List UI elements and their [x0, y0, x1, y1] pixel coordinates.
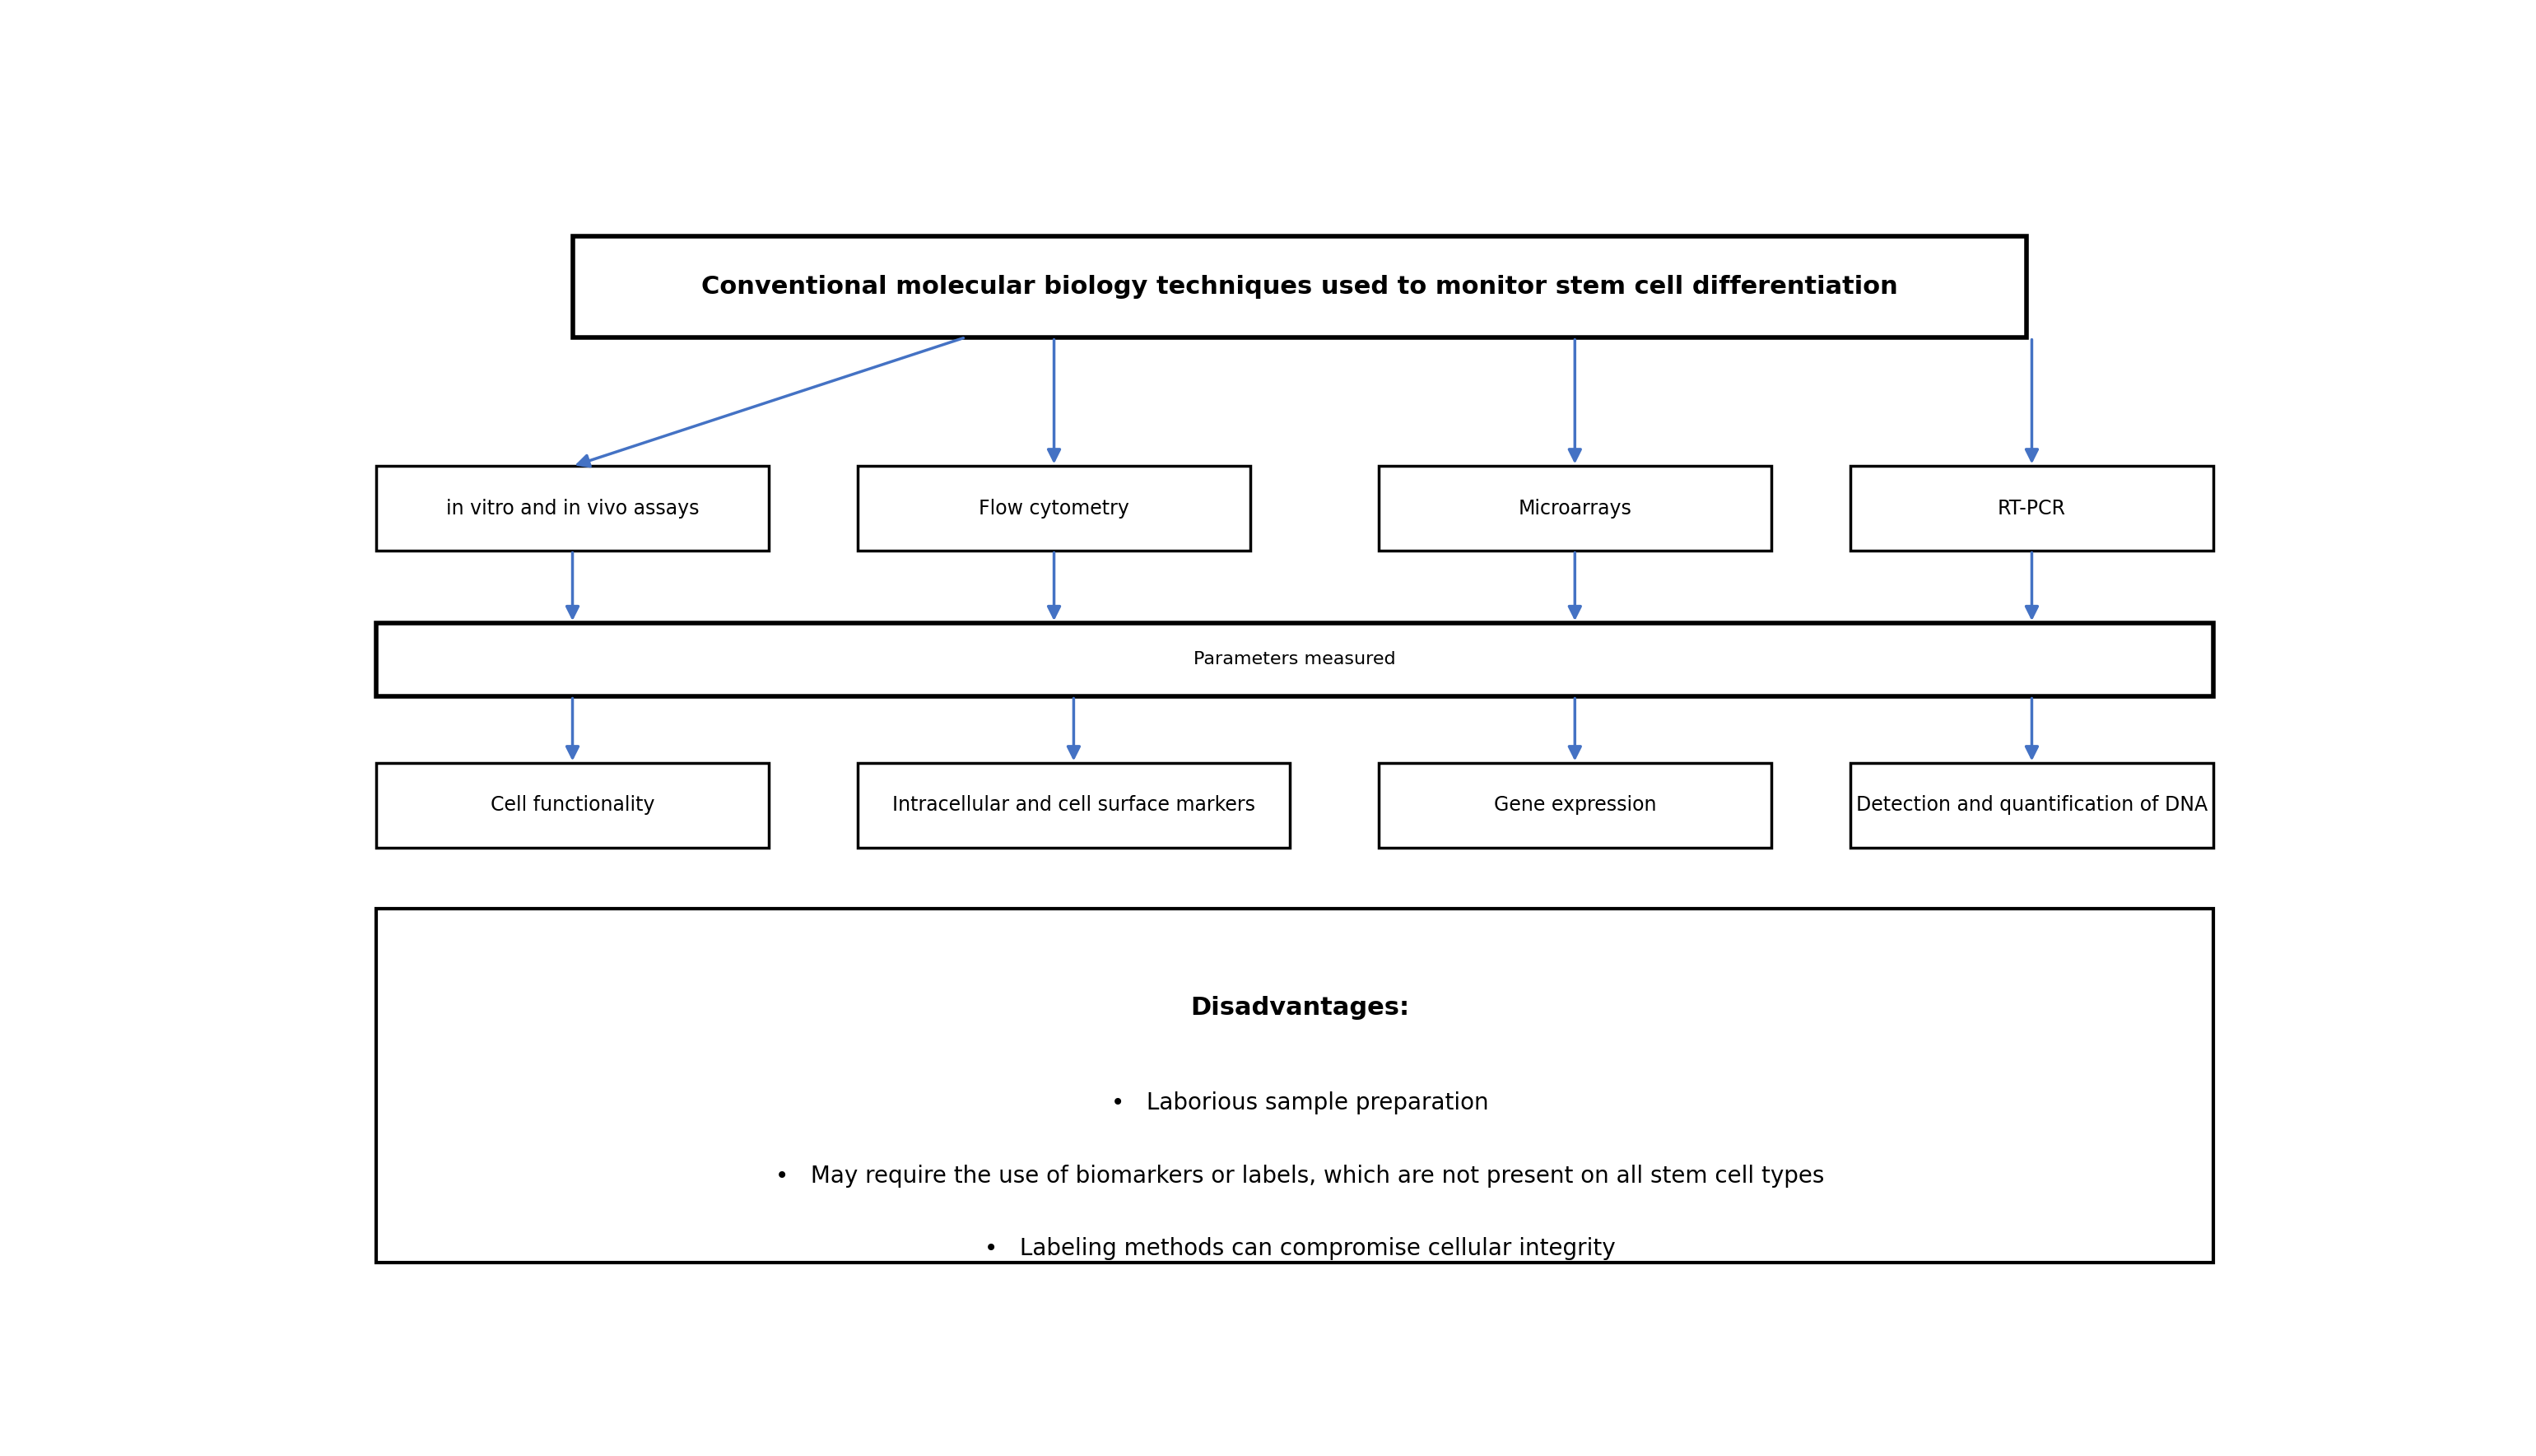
- Text: •   Laborious sample preparation: • Laborious sample preparation: [1111, 1092, 1489, 1115]
- Text: Cell functionality: Cell functionality: [489, 795, 654, 815]
- Text: Flow cytometry: Flow cytometry: [979, 498, 1129, 518]
- FancyBboxPatch shape: [375, 763, 768, 847]
- FancyBboxPatch shape: [375, 623, 2214, 696]
- Text: •   May require the use of biomarkers or labels, which are not present on all st: • May require the use of biomarkers or l…: [776, 1165, 1823, 1188]
- Text: •   Labeling methods can compromise cellular integrity: • Labeling methods can compromise cellul…: [984, 1238, 1615, 1261]
- FancyBboxPatch shape: [857, 466, 1250, 550]
- FancyBboxPatch shape: [1851, 466, 2214, 550]
- FancyBboxPatch shape: [1380, 763, 1770, 847]
- FancyBboxPatch shape: [1380, 466, 1770, 550]
- Text: Detection and quantification of DNA: Detection and quantification of DNA: [1856, 795, 2209, 815]
- FancyBboxPatch shape: [375, 909, 2214, 1262]
- FancyBboxPatch shape: [857, 763, 1291, 847]
- Text: RT-PCR: RT-PCR: [1998, 498, 2067, 518]
- Text: in vitro and in vivo assays: in vitro and in vivo assays: [446, 498, 700, 518]
- FancyBboxPatch shape: [375, 466, 768, 550]
- Text: Parameters measured: Parameters measured: [1194, 651, 1395, 668]
- Text: Intracellular and cell surface markers: Intracellular and cell surface markers: [893, 795, 1255, 815]
- Text: Conventional molecular biology techniques used to monitor stem cell differentiat: Conventional molecular biology technique…: [702, 275, 1897, 298]
- Text: Microarrays: Microarrays: [1519, 498, 1631, 518]
- Text: Gene expression: Gene expression: [1494, 795, 1656, 815]
- FancyBboxPatch shape: [573, 236, 2026, 338]
- Text: Disadvantages:: Disadvantages:: [1189, 996, 1410, 1019]
- FancyBboxPatch shape: [1851, 763, 2214, 847]
